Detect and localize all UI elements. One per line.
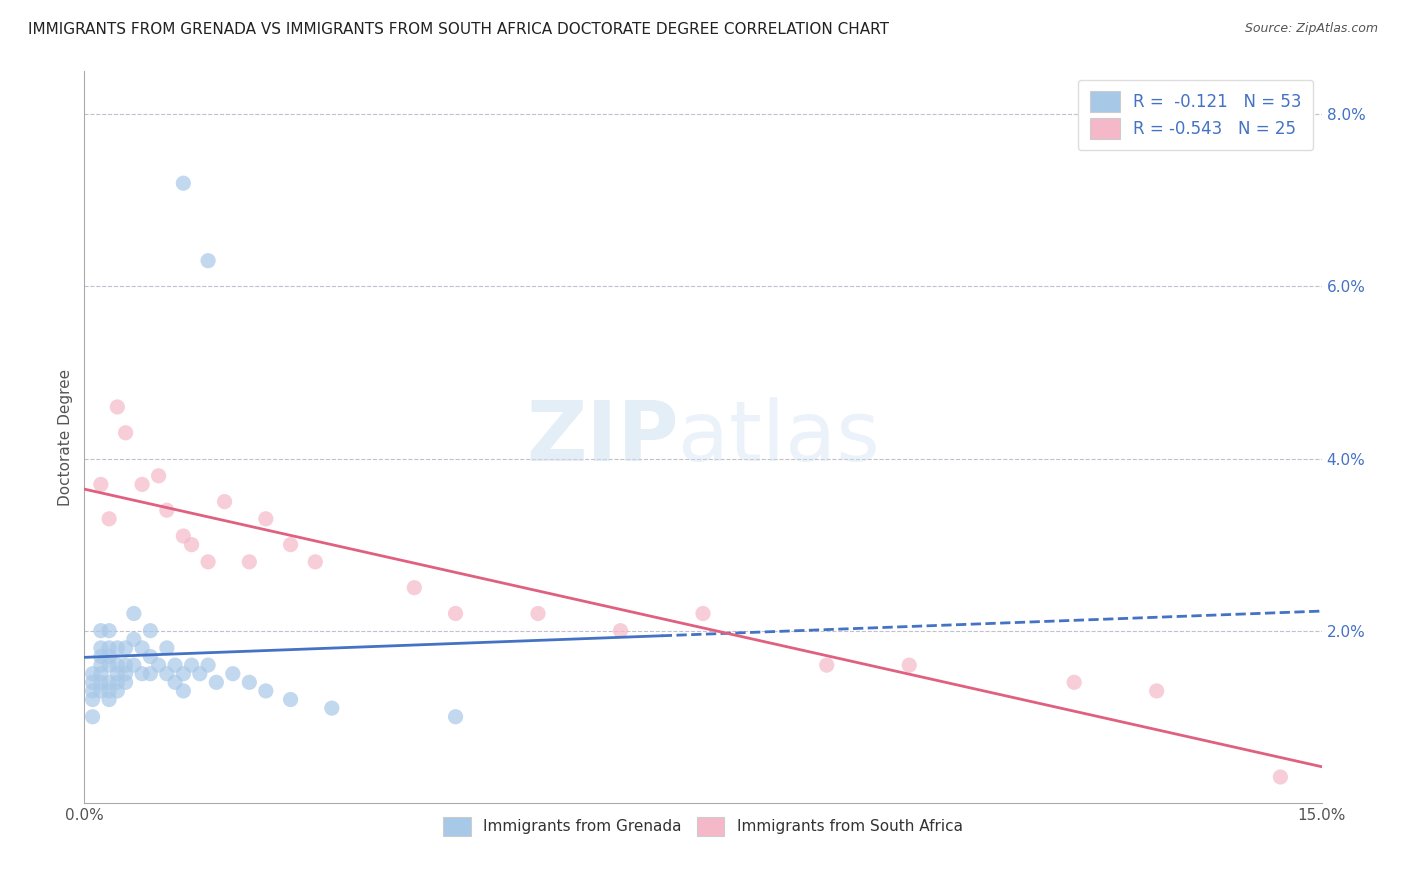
- Text: atlas: atlas: [678, 397, 880, 477]
- Point: [105, 640, 128, 655]
- Point: [444, 710, 467, 724]
- Point: [156, 666, 179, 681]
- Point: [180, 658, 202, 673]
- Point: [238, 555, 260, 569]
- Point: [197, 253, 219, 268]
- Point: [90, 658, 112, 673]
- Point: [280, 692, 302, 706]
- Point: [254, 512, 277, 526]
- Point: [222, 666, 245, 681]
- Point: [214, 494, 236, 508]
- Point: [90, 684, 112, 698]
- Point: [131, 666, 153, 681]
- Point: [404, 581, 426, 595]
- Point: [114, 675, 136, 690]
- Point: [180, 538, 202, 552]
- Point: [90, 675, 112, 690]
- Legend: Immigrants from Grenada, Immigrants from South Africa: Immigrants from Grenada, Immigrants from…: [433, 806, 973, 847]
- Point: [105, 684, 128, 698]
- Point: [98, 512, 121, 526]
- Point: [172, 666, 194, 681]
- Point: [172, 529, 194, 543]
- Point: [321, 701, 343, 715]
- Point: [105, 400, 128, 414]
- Point: [90, 477, 112, 491]
- Point: [139, 666, 162, 681]
- Point: [122, 658, 145, 673]
- Point: [238, 675, 260, 690]
- Point: [898, 658, 921, 673]
- Point: [304, 555, 326, 569]
- Point: [197, 658, 219, 673]
- Point: [172, 684, 194, 698]
- Point: [98, 692, 121, 706]
- Point: [139, 624, 162, 638]
- Point: [82, 666, 104, 681]
- Point: [90, 624, 112, 638]
- Point: [148, 658, 170, 673]
- Y-axis label: Doctorate Degree: Doctorate Degree: [58, 368, 73, 506]
- Point: [254, 684, 277, 698]
- Point: [98, 684, 121, 698]
- Point: [82, 675, 104, 690]
- Point: [1146, 684, 1168, 698]
- Text: IMMIGRANTS FROM GRENADA VS IMMIGRANTS FROM SOUTH AFRICA DOCTORATE DEGREE CORRELA: IMMIGRANTS FROM GRENADA VS IMMIGRANTS FR…: [28, 22, 889, 37]
- Point: [105, 658, 128, 673]
- Point: [90, 640, 112, 655]
- Point: [122, 607, 145, 621]
- Point: [98, 675, 121, 690]
- Point: [98, 640, 121, 655]
- Text: ZIP: ZIP: [526, 397, 678, 477]
- Point: [197, 555, 219, 569]
- Point: [131, 477, 153, 491]
- Text: Source: ZipAtlas.com: Source: ZipAtlas.com: [1244, 22, 1378, 36]
- Point: [692, 607, 714, 621]
- Point: [172, 176, 194, 190]
- Point: [98, 658, 121, 673]
- Point: [280, 538, 302, 552]
- Point: [1063, 675, 1085, 690]
- Point: [188, 666, 211, 681]
- Point: [98, 624, 121, 638]
- Point: [815, 658, 838, 673]
- Point: [82, 692, 104, 706]
- Point: [156, 640, 179, 655]
- Point: [205, 675, 228, 690]
- Point: [82, 684, 104, 698]
- Point: [148, 468, 170, 483]
- Point: [105, 666, 128, 681]
- Point: [90, 666, 112, 681]
- Point: [444, 607, 467, 621]
- Point: [527, 607, 550, 621]
- Point: [114, 658, 136, 673]
- Point: [122, 632, 145, 647]
- Point: [139, 649, 162, 664]
- Point: [609, 624, 631, 638]
- Point: [131, 640, 153, 655]
- Point: [165, 658, 187, 673]
- Point: [105, 675, 128, 690]
- Point: [114, 640, 136, 655]
- Point: [98, 649, 121, 664]
- Point: [1270, 770, 1292, 784]
- Point: [114, 425, 136, 440]
- Point: [156, 503, 179, 517]
- Point: [114, 666, 136, 681]
- Point: [90, 649, 112, 664]
- Point: [165, 675, 187, 690]
- Point: [82, 710, 104, 724]
